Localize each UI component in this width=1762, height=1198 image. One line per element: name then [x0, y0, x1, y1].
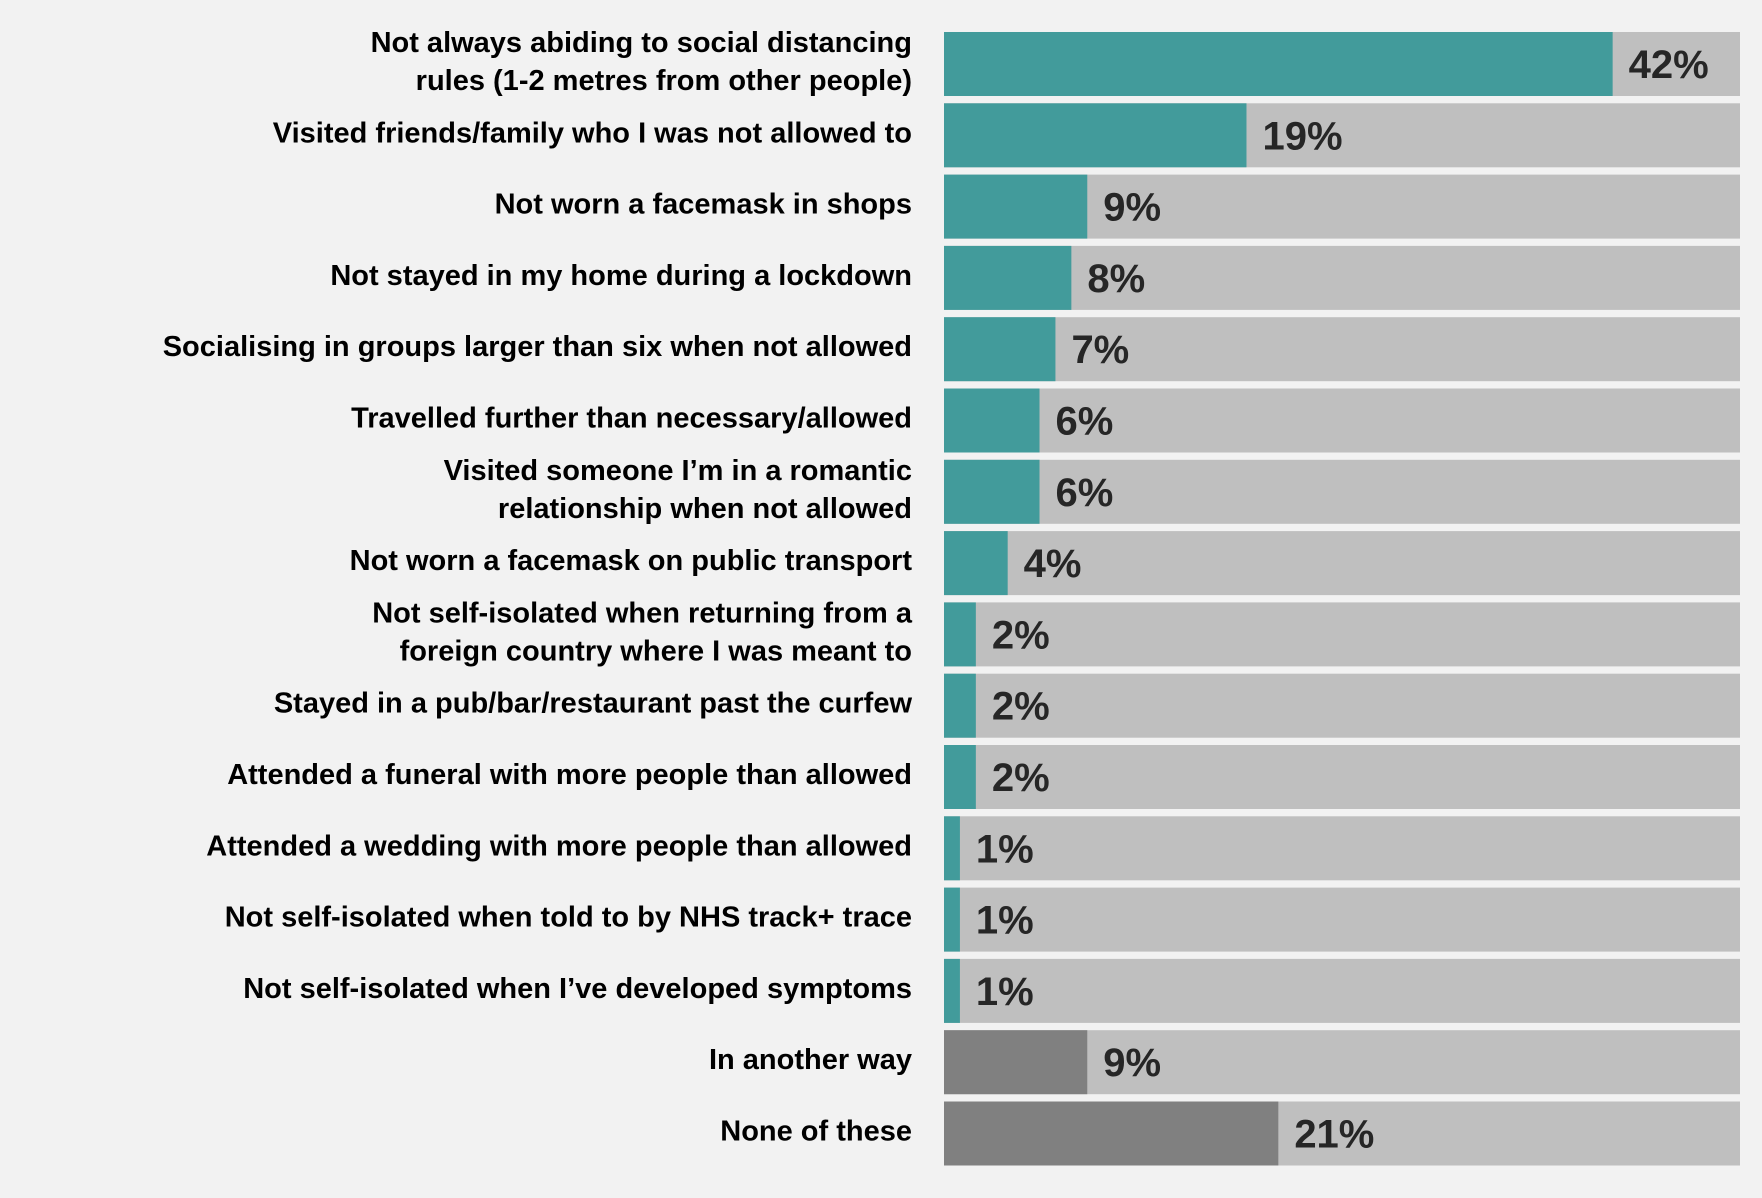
bar-track — [944, 887, 1740, 952]
data-label: 9% — [1103, 186, 1161, 230]
category-label: Not always abiding to social distancing r… — [371, 27, 912, 97]
bar — [944, 745, 976, 809]
data-label: 4% — [1024, 542, 1082, 586]
bar — [944, 602, 976, 667]
bar-track — [944, 531, 1740, 596]
category-label: Attended a funeral with more people than… — [227, 759, 912, 791]
bar — [944, 673, 976, 738]
category-label: None of these — [720, 1116, 912, 1148]
bar — [944, 887, 960, 952]
bar — [944, 958, 960, 1023]
data-label: 2% — [992, 613, 1050, 657]
category-label: Not stayed in my home during a lockdown — [330, 260, 912, 292]
data-label: 21% — [1294, 1113, 1374, 1157]
data-label: 1% — [976, 899, 1034, 943]
bar — [944, 531, 1008, 596]
bar-track — [944, 317, 1740, 382]
bar-track — [944, 673, 1740, 738]
bar-track — [944, 958, 1740, 1023]
data-label: 6% — [1056, 471, 1114, 515]
data-label: 6% — [1056, 400, 1114, 444]
data-label: 9% — [1103, 1041, 1161, 1085]
bar — [944, 1101, 1279, 1166]
category-label: Stayed in a pub/bar/restaurant past the … — [274, 688, 913, 720]
bar — [944, 816, 960, 881]
bar-track — [944, 388, 1740, 453]
bar-track — [944, 816, 1740, 881]
value-labels: 42% 19% 9% 8% 7% 6% 6% 4% 2% 2% 2% 1% 1% 1% 9% 21% — [976, 43, 1709, 1157]
bar — [944, 103, 1247, 168]
category-label: Visited friends/family who I was not all… — [273, 117, 912, 149]
data-label: 19% — [1262, 114, 1342, 158]
data-label: 1% — [976, 827, 1034, 871]
category-label: Travelled further than necessary/allowed — [351, 403, 912, 435]
category-label: Socialising in groups larger than six wh… — [163, 331, 912, 363]
bar — [944, 32, 1613, 96]
category-label: Not worn a facemask on public transport — [350, 545, 913, 577]
category-labels: Not always abiding to social distancing r… — [163, 27, 913, 1148]
bar-track — [944, 459, 1740, 524]
data-label: 8% — [1087, 257, 1145, 301]
category-label: Not self-isolated when I’ve developed sy… — [243, 973, 912, 1005]
bar-track — [944, 602, 1740, 667]
category-label: Not self-isolated when told to by NHS tr… — [225, 902, 912, 934]
bar — [944, 459, 1040, 524]
category-label: Attended a wedding with more people than… — [206, 830, 912, 862]
bar — [944, 317, 1056, 382]
category-label: In another way — [709, 1044, 912, 1076]
bar-track — [944, 245, 1740, 310]
category-label: Visited someone I’m in a romantic relatio… — [444, 455, 912, 525]
data-label: 2% — [992, 685, 1050, 729]
data-label: 7% — [1071, 328, 1129, 372]
category-label: Not worn a facemask in shops — [495, 189, 912, 221]
data-label: 1% — [976, 970, 1034, 1014]
bar — [944, 1030, 1088, 1095]
bar — [944, 245, 1072, 310]
data-label: 42% — [1629, 43, 1709, 87]
data-label: 2% — [992, 756, 1050, 800]
bars-layer — [944, 32, 1740, 1166]
bar — [944, 388, 1040, 453]
bar-track — [944, 745, 1740, 809]
bar — [944, 174, 1088, 239]
